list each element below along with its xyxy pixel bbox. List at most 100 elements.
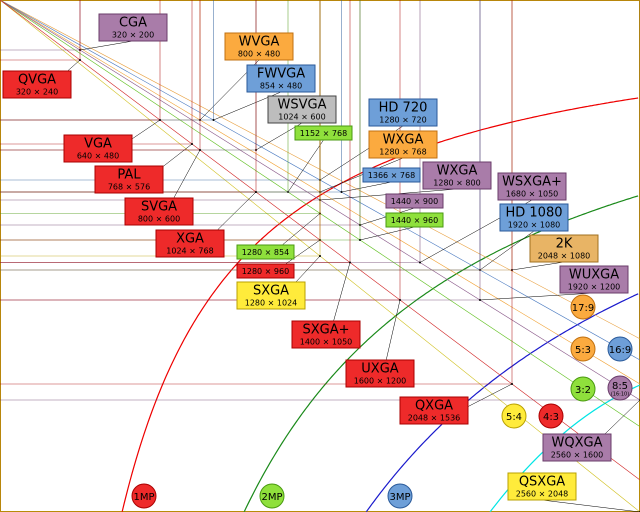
dims: 1366 × 768 [368, 171, 415, 180]
corner-dot [255, 191, 257, 193]
resolution-box: 1440 × 960 [385, 212, 444, 228]
ratio-label: 5:4 [506, 412, 522, 423]
mp-label: 3MP [389, 492, 410, 503]
leader [541, 499, 640, 512]
name: PAL [117, 168, 141, 183]
megapixel-curve [365, 293, 639, 512]
corner-dot [159, 119, 161, 121]
box [385, 193, 444, 209]
name: SVGA [141, 200, 177, 215]
dims: 1280 × 768 [379, 148, 426, 157]
box [236, 244, 295, 260]
dims: 854 × 480 [260, 82, 302, 91]
box [267, 95, 337, 124]
name: WXGA [437, 164, 478, 179]
name: HD 1080 [505, 206, 562, 221]
name: SXGA+ [302, 323, 349, 338]
mp-label: 1MP [133, 492, 154, 503]
name: XGA [176, 232, 204, 247]
box [291, 320, 361, 349]
resolution-box: 1280 × 854 [236, 244, 295, 260]
corner-dot [319, 255, 321, 257]
dims: 1920 × 1080 [508, 221, 561, 230]
mp-badge [131, 483, 157, 509]
dims: 1920 × 1200 [568, 283, 621, 292]
ratio-label: 5:3 [575, 345, 591, 356]
ratio-badge [570, 376, 596, 402]
box [294, 125, 353, 141]
box [63, 134, 133, 163]
box [94, 165, 164, 194]
dims: 1024 × 600 [278, 113, 325, 122]
box [529, 234, 599, 263]
box [507, 472, 577, 501]
leader [255, 122, 303, 151]
ratio-badge [538, 403, 564, 429]
mp-badge [259, 483, 285, 509]
leader [341, 181, 392, 193]
dims: 2560 × 2048 [516, 490, 569, 499]
megapixel-curve [243, 195, 639, 512]
dims: 1280 × 854 [242, 248, 289, 257]
box [224, 32, 294, 61]
name: QXGA [415, 399, 453, 414]
ratio-sub: (16:10) [611, 392, 629, 398]
name: 2K [556, 237, 573, 252]
leader [479, 292, 595, 301]
dims: 768 × 576 [108, 183, 150, 192]
name: WSXGA+ [502, 175, 562, 190]
box [124, 197, 194, 226]
box [399, 396, 469, 425]
box [362, 167, 421, 183]
name: QVGA [18, 73, 56, 88]
ratio-label: 17:9 [572, 303, 594, 314]
ratio-label: 8:5 [612, 381, 628, 392]
corner-dot [399, 299, 401, 301]
name: WVGA [239, 35, 280, 50]
corner-dot [340, 191, 343, 193]
leader [79, 40, 134, 51]
name: SXGA [253, 284, 289, 299]
box [246, 64, 316, 93]
dims: 320 × 240 [16, 88, 58, 97]
corner-dot [349, 261, 351, 264]
dims: 1440 × 900 [391, 197, 438, 206]
ratio-badge [501, 403, 527, 429]
ratio-label: 4:3 [543, 412, 559, 423]
mp-label: 2MP [261, 492, 282, 503]
dims: 1280 × 720 [379, 116, 426, 125]
name: QSXGA [519, 475, 565, 490]
dims: 640 × 480 [77, 152, 119, 161]
corner-dot [511, 383, 513, 385]
dims: 1680 × 1050 [506, 190, 559, 199]
dims: 1280 × 1024 [245, 299, 298, 308]
corner-dot [199, 149, 201, 151]
name: WUXGA [569, 268, 619, 283]
resolution-box: SXGA+1400 × 1050 [291, 320, 361, 349]
box [368, 98, 438, 127]
ratio-badge [570, 336, 596, 362]
ratio-label: 16:9 [609, 345, 631, 356]
ratio-badge [570, 294, 596, 320]
box [497, 172, 567, 201]
corner-dot [191, 143, 193, 145]
dims: 1400 × 1050 [300, 338, 353, 347]
resolution-rect [0, 0, 640, 401]
name: FWVGA [257, 67, 305, 82]
dims: 1152 × 768 [300, 129, 347, 138]
